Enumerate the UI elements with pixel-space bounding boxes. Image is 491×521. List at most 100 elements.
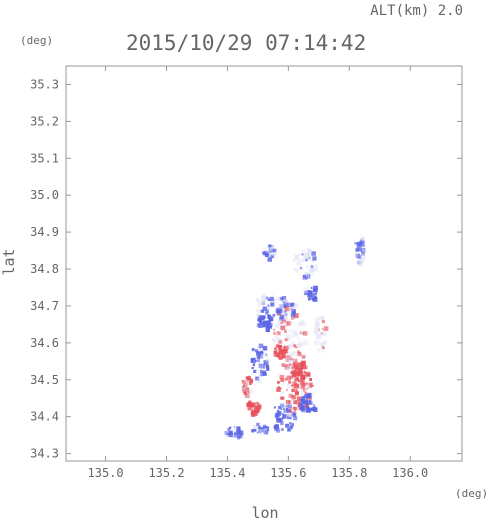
echo-cell: [357, 255, 362, 259]
echo-cell: [247, 407, 251, 411]
echo-cell: [296, 367, 300, 370]
echo-cell: [293, 303, 299, 308]
echo-cell: [310, 407, 314, 411]
echo-cell: [272, 251, 276, 256]
echo-cell: [296, 269, 299, 272]
echo-cell: [249, 402, 255, 408]
echo-cell: [301, 355, 306, 359]
echo-cell: [315, 317, 318, 321]
echo-cell: [276, 296, 281, 301]
echo-cell: [290, 375, 295, 380]
echo-cell: [293, 313, 299, 318]
echo-cell: [297, 367, 303, 373]
echo-cell: [293, 362, 296, 365]
echo-cell: [251, 412, 256, 417]
echo-cell: [278, 340, 283, 344]
echo-cell: [322, 346, 325, 349]
echo-cell: [292, 259, 296, 262]
echo-cell: [301, 249, 306, 253]
echo-cell: [304, 253, 310, 259]
echo-cell: [315, 320, 319, 324]
echo-cell: [298, 371, 304, 377]
echo-cell: [308, 397, 312, 401]
echo-cell: [291, 316, 295, 320]
echo-cell: [248, 382, 252, 385]
echo-cell: [247, 391, 250, 394]
echo-cell: [314, 326, 318, 331]
echo-cell: [278, 357, 280, 359]
echo-cell: [265, 246, 268, 249]
echo-cell: [285, 357, 290, 362]
echo-cell: [296, 262, 299, 266]
echo-cell: [289, 341, 294, 346]
echo-cell: [303, 365, 308, 370]
echo-cell: [265, 296, 269, 300]
echo-cell: [279, 417, 283, 422]
echo-cell: [307, 400, 312, 405]
echo-cell: [286, 355, 291, 360]
echo-cell: [275, 318, 277, 321]
echo-cell: [313, 329, 318, 334]
x-tick-label: 135.4: [209, 466, 245, 480]
echo-cell: [281, 428, 284, 431]
echo-cell: [271, 245, 275, 249]
echo-cell: [286, 345, 291, 349]
echo-cell: [297, 350, 300, 353]
echo-cell: [300, 320, 305, 324]
echo-cell: [254, 408, 258, 413]
echo-cell: [278, 319, 281, 322]
echo-cell: [313, 407, 318, 412]
echo-cell: [323, 340, 328, 345]
echo-cell: [280, 403, 285, 408]
echo-cell: [282, 300, 286, 304]
echo-cell: [301, 332, 304, 335]
echo-cell: [323, 326, 329, 331]
echo-cell: [272, 313, 276, 317]
echo-cell: [255, 298, 259, 301]
echo-cell: [297, 258, 301, 263]
echo-cell: [270, 254, 274, 259]
echo-cell: [362, 243, 366, 246]
echo-cell: [293, 416, 298, 421]
echo-cell: [281, 363, 286, 367]
echo-cell: [307, 253, 310, 256]
echo-cell: [257, 402, 260, 406]
echo-cell: [258, 428, 261, 431]
echo-cell: [255, 424, 260, 429]
echo-cell: [285, 423, 289, 428]
echo-cell: [283, 320, 289, 326]
echo-cell: [293, 358, 298, 364]
echo-cell: [295, 346, 298, 349]
echo-cell: [287, 344, 293, 349]
echo-cell: [309, 297, 312, 300]
echo-cell: [272, 330, 275, 333]
echo-cell: [287, 337, 291, 341]
echo-cell: [321, 328, 324, 330]
echo-cell: [277, 343, 280, 346]
echo-cell: [282, 408, 285, 410]
echo-cell: [280, 308, 285, 313]
echo-cell: [258, 364, 263, 369]
echo-cell: [308, 268, 314, 274]
echo-cell: [288, 400, 292, 404]
echo-cell: [248, 400, 252, 404]
echo-cell: [288, 393, 293, 398]
echo-cell: [296, 366, 299, 368]
plot-frame: [65, 65, 463, 462]
echo-cell: [285, 319, 289, 323]
echo-cell: [276, 310, 281, 315]
echo-cell: [316, 327, 321, 332]
echo-cell: [255, 376, 260, 381]
echo-cell: [272, 338, 277, 343]
echo-cell: [258, 425, 261, 429]
echo-cell: [360, 247, 366, 253]
echo-cell: [310, 294, 314, 298]
echo-cell: [228, 430, 233, 435]
echo-cell: [291, 410, 296, 414]
echo-cell: [232, 430, 235, 434]
echo-cell: [266, 367, 270, 371]
echo-cell: [290, 312, 296, 317]
echo-cell: [243, 391, 247, 396]
echo-cell: [319, 317, 322, 320]
echo-cell: [287, 404, 292, 409]
